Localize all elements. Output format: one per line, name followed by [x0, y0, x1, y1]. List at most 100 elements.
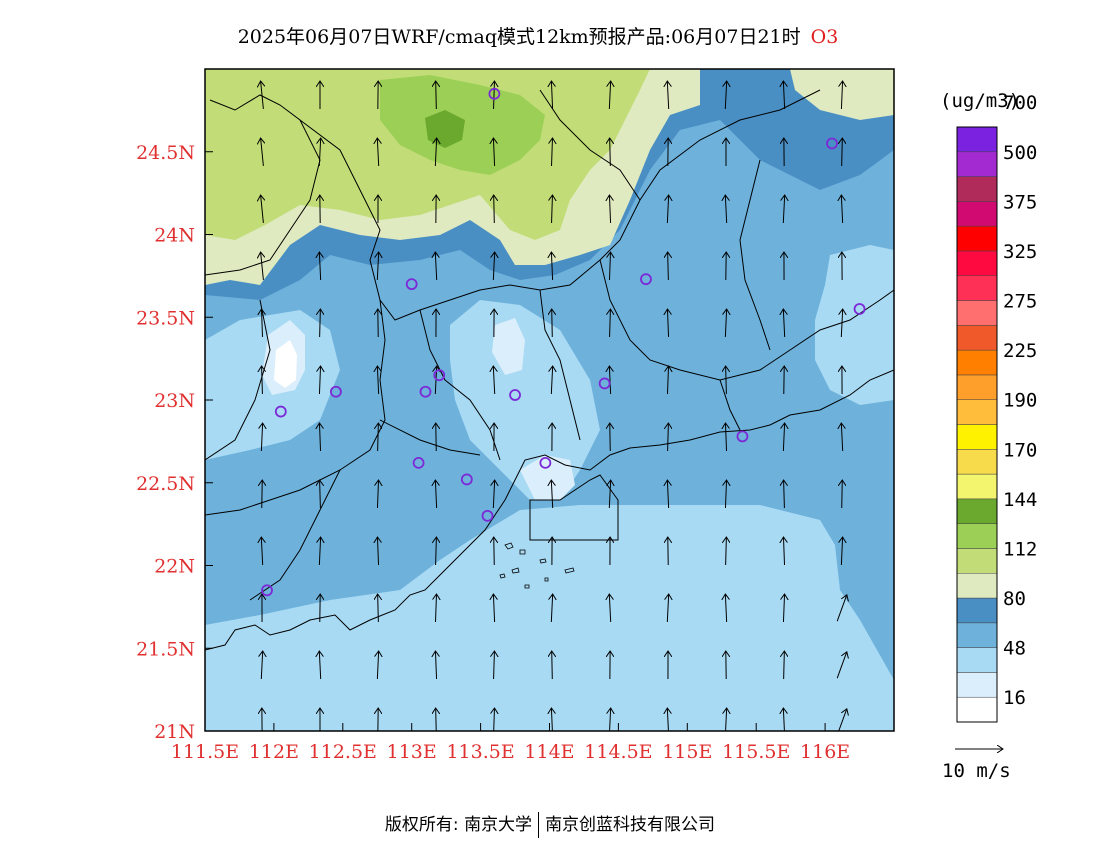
wind-arrow: [841, 309, 842, 338]
islands: [499, 542, 575, 589]
legend-label: 16: [1003, 687, 1026, 709]
wind-arrow: [667, 195, 668, 224]
wind-arrow: [261, 195, 264, 223]
legend-label: 190: [1003, 390, 1037, 412]
wind-arrow: [435, 594, 436, 623]
x-tick-label: 112.5E: [309, 741, 377, 763]
station-marker: [412, 456, 425, 469]
contour-16-south: [520, 455, 575, 500]
x-tick-label: 114.5E: [584, 741, 652, 763]
wind-arrow: [552, 138, 553, 167]
wind-arrow: [319, 537, 320, 566]
copyright-org1: 南京大学: [464, 815, 533, 835]
wind-arrow: [836, 652, 847, 679]
wind-arrow: [783, 594, 784, 623]
station-marker: [330, 385, 342, 398]
wind-arrow: [783, 423, 784, 452]
legend-unit: (ug/m3): [940, 90, 1020, 112]
y-tick-label: 24N: [154, 225, 195, 247]
contour-48-pearl-river: [450, 300, 600, 500]
wind-arrow: [319, 366, 320, 395]
station-marker: [433, 369, 446, 382]
separator: [538, 812, 540, 838]
legend-bin: [956, 597, 998, 624]
wind-arrow: [725, 480, 726, 509]
wind-arrow: [609, 594, 610, 623]
wind-arrow: [261, 423, 262, 452]
wind-arrow: [725, 423, 726, 452]
wind-arrow: [319, 138, 320, 167]
wind-arrow: [319, 252, 320, 281]
legend-label: 375: [1003, 191, 1037, 213]
wind-arrow: [261, 537, 262, 566]
wind-arrow: [726, 537, 727, 566]
wind-arrow: [784, 651, 785, 680]
legend-label: 325: [1003, 241, 1037, 263]
map-title: 2025年06月07日WRF/cmaq模式12km预报产品:06月07日21时 O…: [0, 22, 1076, 49]
copyright-prefix: 版权所有:: [384, 815, 459, 835]
legend-bin: [956, 473, 998, 500]
wind-arrow: [493, 252, 494, 281]
wind-arrow: [552, 309, 553, 338]
wind-arrow: [262, 366, 263, 395]
wind-arrow: [725, 81, 726, 110]
station-marker: [261, 584, 273, 597]
wind-arrow: [552, 651, 553, 680]
county-lines-k: [539, 89, 641, 201]
y-tick-label: 21N: [154, 721, 195, 743]
wind-arrow: [436, 81, 437, 110]
wind-arrow: [377, 138, 378, 167]
legend-bin: [956, 573, 998, 599]
x-axis: 111.5E 112E 112.5E 113E 113.5E 114E 114.5E 115E…: [171, 723, 850, 763]
wind-arrow: [261, 252, 264, 280]
legend-bin: [956, 349, 998, 376]
x-tick-label: 112E: [249, 741, 299, 763]
wind-arrow: [841, 81, 842, 110]
admin-boundaries: [205, 89, 894, 651]
county-lines-f: [739, 159, 771, 351]
wind-arrow: [609, 195, 610, 224]
wind-arrow: [493, 138, 494, 167]
wind-arrow: [667, 480, 668, 509]
legend-label: 48: [1003, 638, 1026, 660]
wind-arrow: [494, 651, 495, 680]
legend-bin: [956, 696, 998, 723]
wind-arrow: [610, 423, 611, 452]
wind-arrow: [841, 423, 842, 452]
legend-bin: [956, 424, 998, 450]
station-marker: [419, 385, 432, 398]
wind-arrow: [551, 594, 552, 623]
wind-arrow: [610, 252, 611, 281]
station-marker: [539, 456, 552, 469]
county-lines-h: [379, 419, 481, 456]
wind-arrow: [726, 366, 727, 395]
title-text: 2025年06月07日WRF/cmaq模式12km预报产品:06月07日21时: [237, 26, 801, 48]
wind-arrow: [841, 195, 842, 224]
contour-48-east: [815, 245, 894, 405]
legend-label: 275: [1003, 291, 1037, 313]
wind-arrow: [320, 480, 321, 509]
legend-label: 170: [1003, 439, 1037, 461]
legend-bin: [956, 523, 998, 549]
wind-arrow: [551, 81, 552, 110]
x-tick-label: 115.5E: [722, 741, 790, 763]
wind-arrow: [435, 480, 436, 509]
wind-arrow: [783, 309, 784, 338]
legend-bin: [956, 225, 998, 252]
wind-arrow: [841, 537, 842, 566]
wind-arrow: [610, 138, 611, 167]
wind-arrow: [609, 480, 610, 509]
wind-arrow: [551, 252, 552, 281]
x-tick-label: 114E: [524, 741, 574, 763]
wind-arrow: [494, 81, 495, 110]
y-tick-label: 22.5N: [136, 473, 195, 495]
legend-bin: [956, 548, 998, 574]
wind-arrow: [609, 81, 610, 110]
legend-labels: 16 48 80 112 144 170 190 225 275 325 375 500 700: [1003, 92, 1037, 709]
wind-arrow: [552, 195, 553, 224]
wind-arrow: [377, 366, 378, 395]
legend-colorbar: [956, 126, 998, 723]
wind-arrow: [320, 309, 321, 338]
legend-bin: [956, 498, 998, 524]
